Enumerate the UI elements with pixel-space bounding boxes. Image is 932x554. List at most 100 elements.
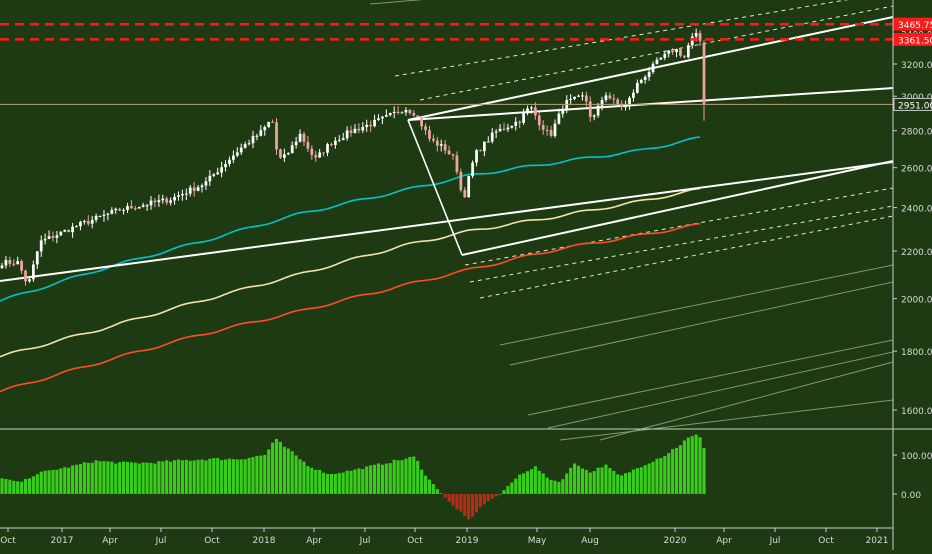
candle-body xyxy=(55,235,59,238)
candle-body xyxy=(228,159,231,165)
histogram-bar xyxy=(596,467,600,494)
candle-body xyxy=(592,115,596,117)
candle-body xyxy=(624,106,627,108)
histogram-bar xyxy=(251,457,255,494)
candle-body xyxy=(75,226,78,228)
histogram-bar xyxy=(133,462,137,494)
candle-body xyxy=(361,127,365,131)
candle-body xyxy=(255,135,259,137)
candle-body xyxy=(353,128,357,133)
histogram-bar xyxy=(231,459,235,494)
histogram-bar xyxy=(373,464,377,494)
horizontal-levels xyxy=(0,22,893,105)
candle-body xyxy=(235,152,239,156)
candle-body xyxy=(345,130,349,139)
candle-body xyxy=(439,144,443,146)
histogram-bar xyxy=(161,461,165,494)
candle-body xyxy=(330,144,333,146)
candle-body xyxy=(298,133,302,142)
price-tag-label: 2951.00 xyxy=(898,101,932,111)
time-tick-label: Oct xyxy=(0,536,16,546)
histogram-bar xyxy=(282,446,286,494)
candle-body xyxy=(647,72,651,78)
histogram-bar xyxy=(78,464,83,494)
candle-body xyxy=(4,259,8,266)
candle-body xyxy=(679,49,682,56)
histogram-bar xyxy=(525,471,530,494)
histogram-bar xyxy=(192,460,196,494)
candle-body xyxy=(86,221,90,224)
candle-body xyxy=(247,143,251,145)
histogram-bar xyxy=(67,467,71,494)
histogram-bar xyxy=(23,479,28,494)
candle-body xyxy=(149,200,153,206)
histogram-bar xyxy=(447,494,451,502)
time-tick-label: Oct xyxy=(407,536,423,546)
histogram-bar xyxy=(416,460,420,494)
candle-body xyxy=(620,103,624,108)
candle-body xyxy=(224,164,227,168)
candle-body xyxy=(102,214,106,216)
candle-body xyxy=(82,221,86,223)
histogram-bar xyxy=(380,464,384,494)
candle-body xyxy=(177,195,180,197)
histogram-bar xyxy=(184,459,188,494)
candle-body xyxy=(455,155,459,172)
candle-body xyxy=(424,126,427,131)
histogram-bar xyxy=(337,473,341,494)
candle-body xyxy=(635,82,639,93)
histogram-bar xyxy=(678,445,683,494)
price-tag-label: 3361.50 xyxy=(898,36,932,46)
candle-body xyxy=(0,265,4,269)
histogram-bar xyxy=(243,459,247,494)
candle-body xyxy=(333,140,337,145)
candle-body xyxy=(32,264,35,280)
histogram-bar xyxy=(427,479,432,494)
candle-body xyxy=(471,162,474,177)
histogram-bar xyxy=(627,472,632,494)
candle-body xyxy=(510,125,514,128)
histogram-bar xyxy=(698,437,702,494)
histogram-bar xyxy=(223,459,228,494)
candle-body xyxy=(459,171,463,191)
candle-body xyxy=(157,200,161,203)
histogram-bar xyxy=(165,460,169,494)
time-axis[interactable]: Oct 2017 Apr Jul Oct 2018 Apr Jul Oct 2019 May Aug 2… xyxy=(0,528,888,546)
candle-body xyxy=(286,153,290,155)
histogram-bar xyxy=(102,461,106,494)
histogram-bar xyxy=(204,460,208,494)
histogram-bar xyxy=(423,475,428,494)
price-tag-label: 3465.75 xyxy=(898,21,932,31)
histogram-bar xyxy=(318,469,322,494)
candle-body xyxy=(16,261,20,265)
histogram-bar xyxy=(255,455,259,494)
histogram-bar xyxy=(674,447,679,494)
indicator-axis[interactable]: 100.00 0.00 xyxy=(893,452,932,501)
channel-line xyxy=(461,160,894,256)
histogram-bar xyxy=(216,457,220,494)
candle-body xyxy=(275,122,278,150)
candle-body xyxy=(267,121,271,128)
channel-line xyxy=(407,119,463,256)
candle-body xyxy=(302,133,306,142)
moving-average-mid xyxy=(0,187,701,358)
dashed-channel-lines xyxy=(394,0,894,299)
histogram-bar xyxy=(376,463,381,494)
candle-body xyxy=(137,206,141,209)
candle-body xyxy=(35,251,39,265)
candle-body xyxy=(24,270,27,282)
candle-body xyxy=(349,130,353,133)
candle-body xyxy=(326,144,329,153)
histogram-bar xyxy=(498,493,502,495)
price-tick-label: 1600.00 xyxy=(901,407,932,417)
candle-body xyxy=(698,33,702,41)
histogram-bar xyxy=(600,467,604,494)
histogram-bar xyxy=(400,460,404,494)
histogram-bar xyxy=(298,459,302,494)
candle-body xyxy=(604,95,608,100)
guide-line xyxy=(599,361,894,441)
candle-body xyxy=(377,118,380,120)
candle-body xyxy=(443,144,447,151)
histogram-bar xyxy=(118,462,122,494)
